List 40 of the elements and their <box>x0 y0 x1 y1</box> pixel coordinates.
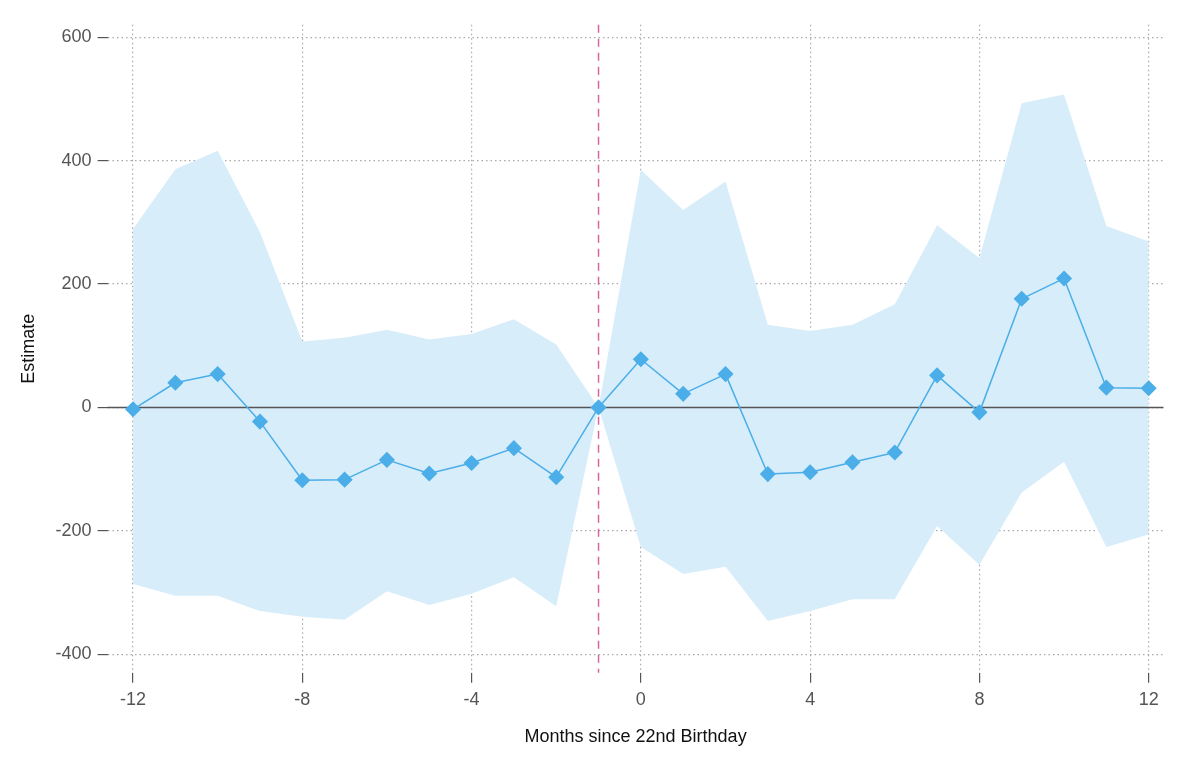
point <box>252 413 268 430</box>
x-tick-label: 0 <box>635 688 646 709</box>
point <box>887 444 903 461</box>
point <box>844 454 861 471</box>
y-tick-label: -200 <box>55 519 92 540</box>
point <box>1013 291 1030 307</box>
point <box>802 464 818 480</box>
point <box>590 399 607 416</box>
point <box>421 465 438 482</box>
x-tick-label: 8 <box>974 688 985 709</box>
point <box>717 366 734 382</box>
point <box>633 351 649 368</box>
point <box>971 404 988 421</box>
y-tick-label: 0 <box>81 396 92 417</box>
x-tick-label: -4 <box>463 688 480 709</box>
x-tick-label: 4 <box>805 688 816 709</box>
point <box>675 386 691 402</box>
y-tick-label: 400 <box>61 149 92 170</box>
y-tick-label: -400 <box>55 643 92 664</box>
point <box>760 466 776 482</box>
x-tick-label: -8 <box>294 688 311 709</box>
x-tick-label: 12 <box>1138 688 1159 709</box>
point <box>1140 380 1157 397</box>
x-tick-label: -12 <box>120 688 147 709</box>
y-axis-title: Estimate <box>17 313 38 384</box>
point <box>1056 270 1072 287</box>
x-axis-title: Months since 22nd Birthday <box>524 726 747 747</box>
point <box>379 452 395 468</box>
point <box>1098 379 1115 396</box>
point <box>167 374 184 391</box>
y-tick-label: 600 <box>61 26 92 47</box>
point <box>548 469 564 485</box>
point <box>506 440 522 456</box>
point <box>463 455 480 471</box>
point <box>125 401 141 418</box>
point <box>929 367 945 384</box>
y-tick-label: 200 <box>61 272 92 293</box>
point <box>209 366 226 382</box>
point <box>336 471 353 488</box>
point <box>294 472 311 488</box>
